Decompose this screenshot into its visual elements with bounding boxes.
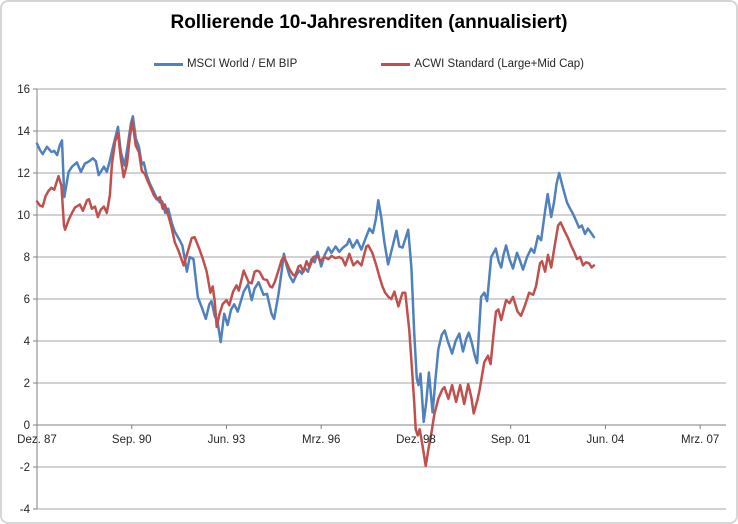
x-tick-label: Mrz. 96 [302,434,340,446]
x-tick-label: Jun. 04 [587,434,625,446]
y-tick-label: 2 [24,378,30,390]
y-tick-label: 6 [24,294,30,306]
x-tick-label: Dez. 87 [17,434,57,446]
y-tick-label: 8 [24,252,30,264]
x-tick-label: Sep. 90 [112,434,152,446]
series-line-acwi-standard-large-mid-cap [35,119,596,468]
x-tick-label: Mrz. 07 [681,434,719,446]
y-tick-label: 14 [17,126,30,138]
legend-item-acwi: ACWI Standard (Large+Mid Cap) [381,58,584,70]
legend-line-swatch-blue [153,62,183,66]
legend-label-msci: MSCI World / EM BIP [186,58,298,70]
legend-item-msci: MSCI World / EM BIP [153,58,298,70]
y-tick-label: -2 [20,462,30,474]
legend: MSCI World / EM BIP ACWI Standard (Large… [2,58,736,70]
chart-title: Rollierende 10-Jahresrenditen (annualisi… [170,12,568,33]
y-tick-label: 0 [24,420,30,432]
y-tick-label: 4 [24,336,31,348]
x-tick-label: Sep. 01 [491,434,531,446]
y-tick-label: -4 [20,504,31,516]
y-tick-label: 10 [17,210,30,222]
y-tick-label: 12 [17,168,30,180]
x-tick-label: Dez. 98 [396,434,436,446]
y-tick-label: 16 [17,84,30,96]
x-tick-label: Jun. 93 [208,434,246,446]
legend-line-swatch-red [381,62,411,66]
legend-label-acwi: ACWI Standard (Large+Mid Cap) [414,58,585,70]
